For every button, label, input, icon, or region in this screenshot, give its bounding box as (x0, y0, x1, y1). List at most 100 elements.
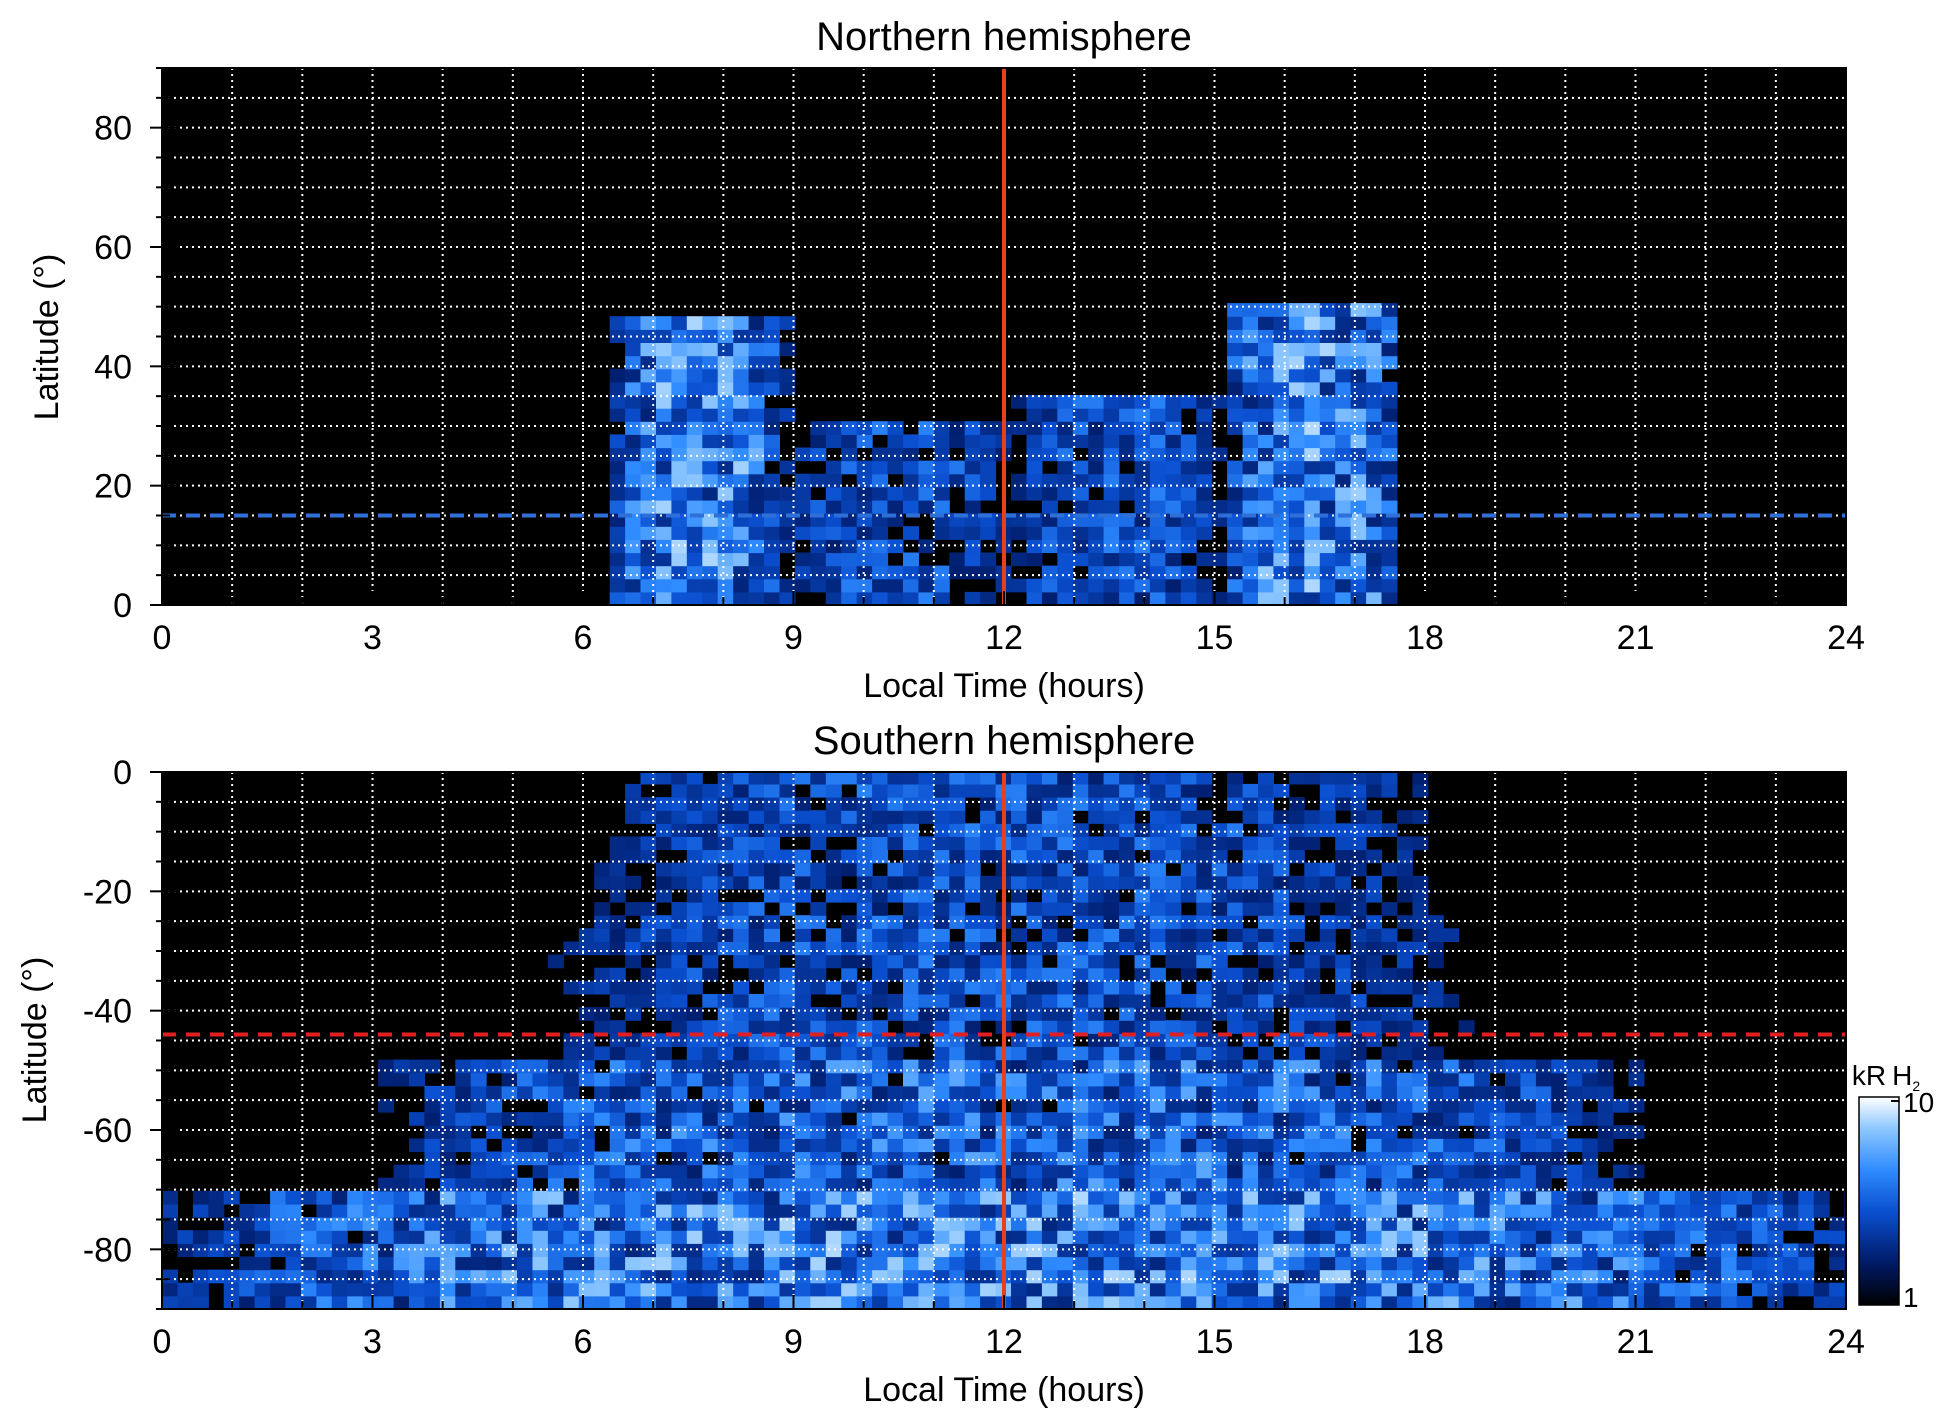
emission-cell (872, 797, 889, 811)
emission-cell (1335, 836, 1352, 851)
emission-cell (717, 902, 734, 916)
emission-cell (779, 888, 796, 903)
emission-cell (1165, 526, 1182, 540)
emission-cell (702, 954, 719, 969)
emission-cell (1011, 783, 1027, 798)
emission-cell (656, 823, 672, 837)
emission-cell (1103, 797, 1120, 811)
emission-cell (686, 381, 703, 396)
emission-cell (393, 1282, 410, 1297)
emission-cell (1057, 1295, 1074, 1309)
emission-cell (717, 1072, 734, 1087)
emission-cell (1381, 355, 1398, 370)
emission-cell (825, 1072, 842, 1087)
emission-cell (1011, 980, 1027, 995)
emission-cell (1258, 1099, 1274, 1113)
emission-cell (1258, 1282, 1274, 1297)
emission-cell (1752, 1256, 1768, 1271)
emission-cell (378, 1282, 395, 1297)
emission-cell (841, 1190, 858, 1205)
emission-cell (1026, 1256, 1043, 1271)
emission-cell (1134, 460, 1151, 475)
x-tick-label: 24 (1827, 1323, 1865, 1361)
emission-cell (1119, 1059, 1136, 1074)
emission-cell (1535, 1125, 1552, 1139)
emission-cell (1443, 1085, 1460, 1100)
emission-cell (933, 941, 950, 956)
emission-cell (1026, 915, 1043, 929)
emission-cell (887, 578, 904, 593)
emission-cell (656, 539, 672, 554)
emission-cell (656, 772, 672, 785)
emission-cell (609, 1256, 626, 1271)
emission-cell (1011, 1295, 1027, 1309)
emission-cell (1057, 836, 1074, 851)
emission-cell (455, 1112, 472, 1126)
emission-cell (640, 1125, 657, 1139)
emission-cell (949, 875, 966, 890)
emission-cell (1011, 1125, 1027, 1139)
emission-cell (1489, 1243, 1506, 1258)
emission-cell (1659, 1204, 1676, 1218)
emission-cell (1011, 1072, 1027, 1087)
emission-cell (1057, 1020, 1074, 1034)
emission-cell (1458, 1256, 1475, 1271)
emission-cell (1149, 552, 1166, 567)
emission-cell (1335, 1125, 1352, 1139)
emission-cell (1026, 1190, 1043, 1205)
emission-cell (1041, 1282, 1058, 1297)
emission-cell (1273, 408, 1290, 422)
emission-cell (409, 1256, 425, 1271)
emission-cell (1103, 1164, 1120, 1179)
emission-cell (1211, 902, 1228, 916)
emission-cell (1149, 1020, 1166, 1034)
emission-cell (1103, 1190, 1120, 1205)
emission-cell (1180, 434, 1197, 449)
emission-cell (1273, 539, 1290, 554)
emission-cell (1119, 1112, 1136, 1126)
emission-cell (1350, 902, 1367, 916)
emission-cell (764, 381, 780, 396)
emission-cell (1659, 1295, 1676, 1309)
emission-cell (825, 954, 842, 969)
emission-cell (702, 810, 719, 824)
emission-cell (393, 1256, 410, 1271)
emission-cell (1396, 1204, 1413, 1218)
emission-cell (424, 1112, 441, 1126)
emission-cell (872, 849, 889, 864)
emission-cell (733, 1243, 750, 1258)
emission-cell (1273, 1190, 1290, 1205)
emission-cell (1180, 1230, 1197, 1244)
emission-cell (1088, 772, 1105, 785)
emission-cell (810, 783, 827, 798)
emission-cell (1134, 1125, 1151, 1139)
emission-cell (856, 421, 873, 435)
emission-cell (1119, 915, 1136, 929)
emission-cell (393, 1177, 410, 1192)
emission-cell (887, 460, 904, 475)
emission-cell (1088, 810, 1105, 824)
emission-cell (872, 1125, 889, 1139)
emission-cell (903, 1190, 919, 1205)
emission-cell (1381, 408, 1398, 422)
emission-cell (1350, 381, 1367, 396)
emission-cell (625, 460, 642, 475)
emission-cell (1335, 1151, 1352, 1166)
emission-cell (794, 1177, 811, 1192)
emission-cell (1242, 836, 1259, 851)
emission-cell (316, 1217, 333, 1231)
emission-cell (671, 810, 688, 824)
emission-cell (1227, 1072, 1244, 1087)
emission-cell (1103, 460, 1120, 475)
emission-cell (1829, 1217, 1846, 1231)
emission-cell (1381, 565, 1398, 580)
emission-cell (1366, 783, 1383, 798)
emission-cell (702, 941, 719, 956)
emission-cell (810, 1007, 827, 1021)
emission-cell (656, 1125, 672, 1139)
emission-cell (1273, 1125, 1290, 1139)
emission-cell (686, 888, 703, 903)
emission-cell (1381, 591, 1398, 605)
emission-cell (856, 1125, 873, 1139)
emission-cell (1597, 1059, 1614, 1074)
